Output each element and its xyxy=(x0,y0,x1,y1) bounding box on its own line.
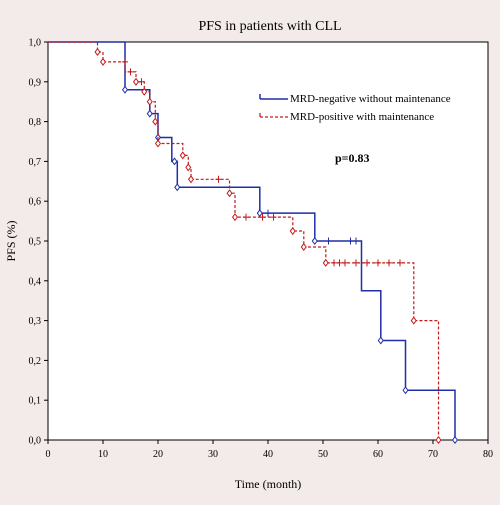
x-tick-label: 0 xyxy=(46,449,51,460)
censor-mark-positive xyxy=(270,213,277,221)
x-tick-label: 50 xyxy=(318,449,328,460)
y-tick-label: 0,4 xyxy=(29,276,42,287)
event-marker-positive xyxy=(152,117,159,126)
event-marker-positive xyxy=(154,139,162,148)
censor-mark-positive xyxy=(364,259,370,267)
event-marker-negative xyxy=(121,85,129,94)
event-marker-positive xyxy=(410,316,417,325)
x-tick-label: 80 xyxy=(483,449,493,460)
y-tick-label: 0,3 xyxy=(29,316,42,327)
event-marker-positive xyxy=(185,163,192,172)
x-axis: 0 10 20 30 40 50 60 70 80 xyxy=(46,440,493,460)
censor-mark-positive xyxy=(138,78,145,86)
event-marker-positive xyxy=(179,151,186,160)
censor-mark-positive xyxy=(331,259,337,267)
event-marker-positive xyxy=(99,57,107,66)
event-marker-positive xyxy=(187,175,195,184)
y-tick-label: 0,6 xyxy=(29,197,42,208)
x-tick-label: 10 xyxy=(98,449,108,460)
event-marker-positive xyxy=(141,87,148,96)
event-marker-positive xyxy=(322,258,329,267)
legend: MRD-negative without maintenance MRD-pos… xyxy=(259,93,451,123)
chart-title: PFS in patients with CLL xyxy=(198,19,341,34)
event-marker-positive xyxy=(435,435,442,445)
y-tick-label: 0,9 xyxy=(29,77,42,88)
event-marker-negative xyxy=(174,183,181,192)
y-tick-label: 0,5 xyxy=(29,237,42,248)
y-tick-label: 0,1 xyxy=(29,396,42,407)
y-tick-label: 0,0 xyxy=(29,436,42,447)
x-tick-label: 30 xyxy=(208,449,218,460)
censor-mark-positive xyxy=(259,213,266,221)
series-layer xyxy=(48,41,459,445)
event-marker-negative xyxy=(402,386,409,395)
event-marker-negative xyxy=(171,157,178,166)
censor-mark-positive xyxy=(243,213,249,221)
y-axis: 0,0 0,1 0,2 0,3 0,4 0,5 0,6 0,7 0,8 0,9 1,0 xyxy=(29,38,48,447)
event-marker-negative xyxy=(256,209,263,218)
censor-mark-positive xyxy=(353,259,359,267)
y-axis-title: PFS (%) xyxy=(4,220,18,261)
x-axis-title: Time (month) xyxy=(235,477,302,491)
p-value-annotation: p=0.83 xyxy=(335,151,370,165)
event-marker-positive xyxy=(300,242,307,252)
censor-mark-positive xyxy=(215,175,222,183)
x-tick-label: 70 xyxy=(428,449,438,460)
y-tick-label: 0,7 xyxy=(29,157,42,168)
x-tick-label: 60 xyxy=(373,449,383,460)
event-marker-positive xyxy=(132,77,140,86)
plot-frame xyxy=(47,41,489,441)
event-marker-negative xyxy=(451,435,459,445)
censor-mark-positive xyxy=(127,68,134,76)
legend-label-negative: MRD-negative without maintenance xyxy=(290,93,451,105)
event-marker-positive xyxy=(231,213,239,222)
censor-mark-positive xyxy=(397,259,403,267)
event-marker-positive xyxy=(94,47,101,56)
y-tick-label: 0,2 xyxy=(29,356,42,367)
event-marker-positive xyxy=(289,227,296,236)
event-marker-positive xyxy=(226,189,233,198)
event-marker-negative xyxy=(146,109,153,118)
x-tick-label: 40 xyxy=(263,449,273,460)
censor-mark-positive xyxy=(375,259,381,267)
censor-mark-positive xyxy=(342,259,348,267)
y-tick-label: 0,8 xyxy=(29,117,42,128)
x-tick-label: 20 xyxy=(153,449,163,460)
event-marker-negative xyxy=(377,336,384,345)
censor-mark-positive xyxy=(386,259,392,267)
event-marker-positive xyxy=(146,97,153,106)
legend-label-positive: MRD-positive with maintenance xyxy=(290,111,434,123)
censor-mark-positive xyxy=(122,58,128,66)
y-tick-label: 1,0 xyxy=(29,38,42,49)
event-marker-negative xyxy=(311,236,318,246)
censor-mark-positive xyxy=(336,259,343,267)
